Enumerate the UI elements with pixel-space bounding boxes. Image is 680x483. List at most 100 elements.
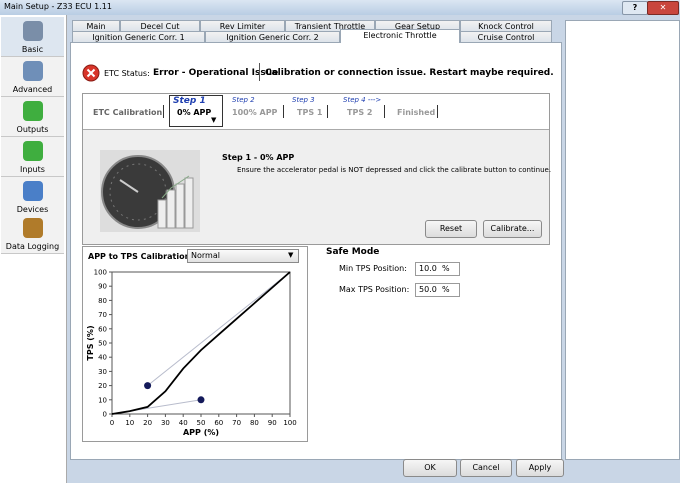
sidebar-item[interactable]: Data Logging: [1, 214, 64, 254]
handle-line: [147, 271, 291, 386]
separator: [327, 105, 328, 118]
x-tick-label: 30: [161, 419, 170, 427]
tab[interactable]: Cruise Control: [460, 31, 552, 42]
tab[interactable]: Knock Control: [460, 20, 552, 31]
step-label[interactable]: 100% APP: [232, 108, 278, 117]
window-title: Main Setup - Z33 ECU 1.11: [4, 2, 112, 11]
sidebar-item[interactable]: Inputs: [1, 137, 64, 177]
step-number: Step 2: [232, 96, 255, 104]
x-tick-label: 80: [250, 419, 259, 427]
control-point: [144, 382, 152, 390]
sidebar-icon: [23, 218, 43, 238]
sidebar-label: Inputs: [20, 165, 45, 174]
step-label[interactable]: Finished: [397, 108, 436, 117]
chart: 0 10 20 30 40 50 60 70 80 90 100 0 10 20 30 40 50 60 70 80 9…: [86, 269, 297, 438]
help-button[interactable]: ?: [622, 1, 648, 15]
sidebar-icon: [23, 181, 43, 201]
tab[interactable]: Gear Setup: [375, 20, 460, 31]
tab[interactable]: Transient Throttle: [285, 20, 375, 31]
control-point: [197, 396, 205, 404]
sidebar-icon: [23, 141, 43, 161]
y-axis-label: TPS (%): [86, 325, 95, 360]
x-tick-label: 90: [268, 419, 277, 427]
y-tick-label: 60: [98, 325, 107, 333]
safe-mode-title: Safe Mode: [326, 247, 380, 257]
y-tick-label: 80: [98, 297, 107, 305]
tab[interactable]: Electronic Throttle: [340, 29, 460, 43]
field-unit: %: [442, 285, 450, 294]
field-label: Max TPS Position:: [339, 285, 410, 294]
tab[interactable]: Ignition Generic Corr. 1: [72, 31, 205, 42]
y-tick-label: 30: [98, 368, 107, 376]
x-tick-label: 20: [143, 419, 152, 427]
mode-value: Normal: [191, 251, 220, 260]
y-tick-label: 20: [98, 382, 107, 390]
separator: [437, 105, 438, 118]
field-unit: %: [442, 264, 450, 273]
separator: [283, 105, 284, 118]
field-input[interactable]: 50.0: [415, 283, 460, 297]
footer-button[interactable]: Cancel: [460, 459, 512, 477]
x-tick-label: 100: [283, 419, 296, 427]
field-label: Min TPS Position:: [339, 264, 407, 273]
status-message: Calibration or connection issue. Restart…: [265, 68, 554, 78]
x-tick-label: 0: [110, 419, 114, 427]
step-number: Step 3: [292, 96, 315, 104]
footer-button[interactable]: OK: [403, 459, 457, 477]
footer-button[interactable]: Apply: [516, 459, 564, 477]
x-tick-label: 70: [232, 419, 241, 427]
close-button[interactable]: ✕: [647, 1, 679, 15]
y-tick-label: 90: [98, 283, 107, 291]
sidebar-item[interactable]: Basic: [1, 17, 64, 57]
title-bar: [0, 0, 680, 15]
status-label: ETC Status:: [104, 69, 150, 78]
sidebar-label: Outputs: [16, 125, 49, 134]
sidebar-item[interactable]: Outputs: [1, 97, 64, 137]
error-icon: [82, 64, 100, 82]
step-number: Step 4 --->: [343, 96, 382, 104]
steps-title: ETC Calibration: [93, 108, 163, 117]
x-tick-label: 50: [197, 419, 206, 427]
y-tick-label: 70: [98, 311, 107, 319]
tab[interactable]: Rev Limiter: [200, 20, 285, 31]
mode-dropdown[interactable]: [187, 249, 299, 263]
step-label[interactable]: TPS 2: [347, 108, 373, 117]
separator: [384, 105, 385, 118]
tab[interactable]: Decel Cut: [120, 20, 200, 31]
x-axis-label: APP (%): [183, 428, 219, 437]
separator: [259, 63, 260, 81]
sidebar-item[interactable]: Advanced: [1, 57, 64, 97]
step-description: Ensure the accelerator pedal is NOT depr…: [237, 166, 552, 174]
step-arrow: ▼: [211, 116, 217, 124]
sidebar-label: Devices: [16, 205, 49, 214]
sidebar-icon: [23, 21, 43, 41]
curve: [111, 271, 291, 415]
tab[interactable]: Ignition Generic Corr. 2: [205, 31, 340, 42]
step-label[interactable]: TPS 1: [297, 108, 323, 117]
y-tick-label: 40: [98, 354, 107, 362]
dropdown-arrow: ▼: [288, 251, 294, 259]
status-state: Error - Operational Issue: [153, 68, 279, 78]
field-input[interactable]: 10.0: [415, 262, 460, 276]
x-tick-label: 60: [214, 419, 223, 427]
step-box: [169, 95, 223, 127]
sidebar-label: Data Logging: [5, 242, 60, 251]
y-tick-label: 0: [103, 411, 107, 419]
y-tick-label: 10: [98, 396, 107, 404]
separator: [163, 105, 164, 118]
reset-button[interactable]: Reset: [425, 220, 477, 238]
sidebar-icon: [23, 61, 43, 81]
tab[interactable]: Main: [72, 20, 120, 31]
sidebar-label: Advanced: [12, 85, 53, 94]
sidebar-icon: [23, 101, 43, 121]
sidebar-label: Basic: [21, 45, 44, 54]
side-panel: [565, 20, 680, 460]
step-label[interactable]: 0% APP: [177, 108, 212, 117]
y-tick-label: 50: [98, 340, 107, 348]
calibrate-button[interactable]: Calibrate...: [483, 220, 542, 238]
x-tick-label: 10: [125, 419, 134, 427]
gauge-image: [100, 150, 200, 232]
sidebar-item[interactable]: Devices: [1, 177, 64, 217]
y-tick-label: 100: [94, 269, 107, 277]
